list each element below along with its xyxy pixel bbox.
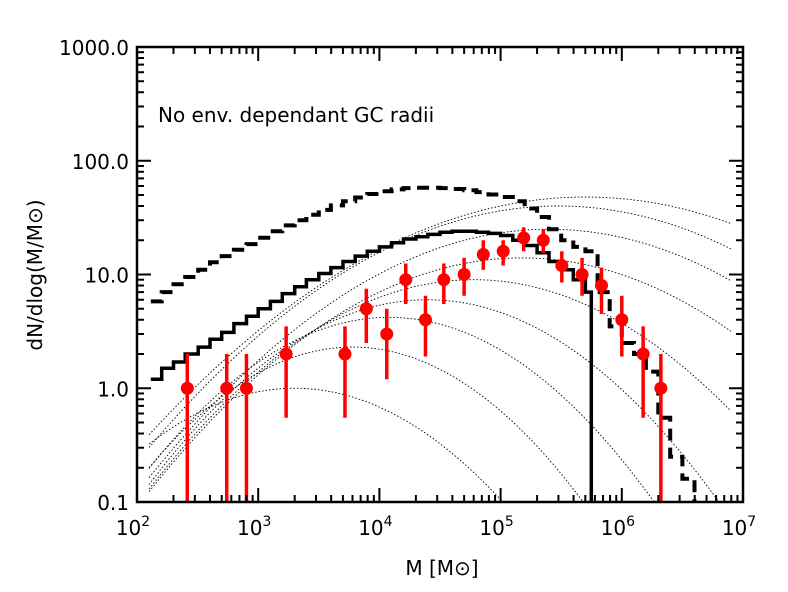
y-tick-labels: 0.1 1.0 10.0 100.0 1000.0 — [59, 36, 129, 515]
data-point-11 — [476, 247, 490, 261]
data-point-18 — [615, 313, 629, 327]
dashed-histogram — [150, 185, 697, 502]
dotted-curve-2 — [148, 316, 654, 502]
data-point-12 — [496, 244, 510, 258]
y-tick-label-1: 1.0 — [97, 377, 129, 401]
dashed-histogram-line — [150, 185, 697, 502]
data-point-4 — [338, 347, 352, 361]
data-point-19 — [636, 347, 650, 361]
x-tick-label-2: 104 — [358, 514, 392, 540]
data-point-20 — [654, 381, 668, 395]
data-point-9 — [437, 273, 451, 287]
dotted-curve-8 — [148, 196, 732, 436]
x-tick-label-3: 105 — [479, 514, 513, 540]
x-tick-labels: 102 103 104 105 106 107 — [116, 514, 756, 540]
data-point-17 — [595, 279, 609, 293]
dotted-curve-0 — [148, 387, 501, 500]
solid-histogram — [150, 229, 594, 502]
y-tick-label-4: 1000.0 — [59, 36, 129, 60]
dotted-curve-1 — [148, 346, 584, 503]
dotted-curve-7 — [148, 205, 732, 448]
data-point-5 — [359, 302, 373, 316]
data-point-6 — [380, 327, 394, 341]
data-point-1 — [220, 381, 234, 395]
y-tick-label-2: 10.0 — [84, 264, 129, 288]
data-point-8 — [418, 313, 432, 327]
data-point-14 — [536, 233, 550, 247]
chart-annotation: No env. dependant GC radii — [158, 103, 434, 127]
y-tick-label-0: 0.1 — [97, 491, 129, 515]
data-point-0 — [180, 381, 194, 395]
x-tick-label-4: 106 — [601, 514, 635, 540]
y-axis-title: dN/dlog(M/M⊙) — [23, 199, 47, 350]
x-tick-label-1: 103 — [237, 514, 271, 540]
data-points — [180, 227, 668, 502]
x-axis-title: M [M⊙] — [405, 556, 478, 580]
solid-histogram-line — [150, 229, 594, 502]
data-point-3 — [279, 347, 293, 361]
data-point-2 — [239, 381, 253, 395]
x-tick-label-5: 107 — [722, 514, 756, 540]
data-point-13 — [517, 231, 531, 245]
dotted-curve-3 — [148, 299, 720, 502]
data-point-15 — [555, 258, 569, 272]
data-point-10 — [457, 268, 471, 281]
x-tick-label-0: 102 — [116, 514, 150, 540]
data-point-16 — [575, 268, 589, 281]
plot-frame — [135, 45, 745, 504]
y-tick-label-3: 100.0 — [72, 150, 129, 174]
data-point-7 — [399, 273, 413, 287]
